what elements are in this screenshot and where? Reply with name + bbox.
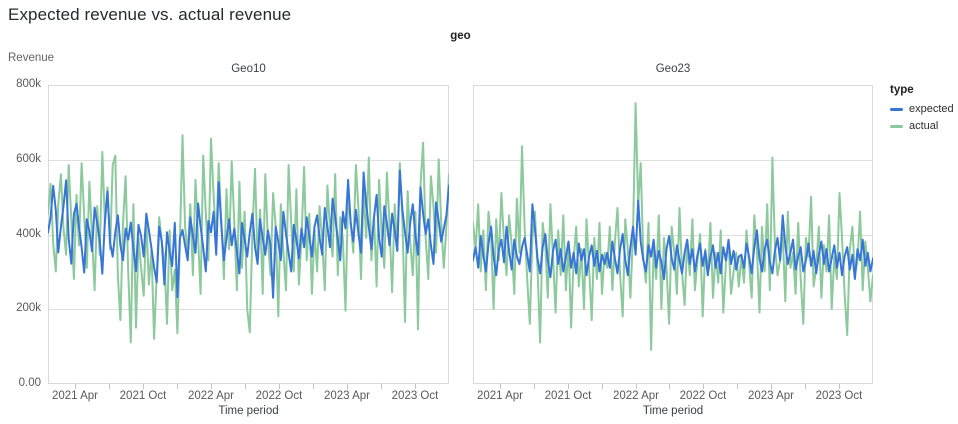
x-axis-title: Time period [218,405,279,417]
x-axis-tick-label: 2021 Apr [476,390,524,402]
y-axis-tick-label: 600k [16,152,41,165]
legend: type expected actual [890,84,954,137]
x-axis-tick-label: 2022 Oct [255,390,303,402]
facet-panel-geo23[interactable] [473,85,873,390]
legend-item-label: actual [909,120,939,132]
y-axis-title: Revenue [8,52,55,64]
x-axis-tick-label: 2023 Oct [815,390,863,402]
facet-panel-geo10[interactable] [48,85,449,390]
legend-swatch-actual [890,124,903,128]
x-axis-tick-label: 2023 Apr [747,390,795,402]
y-axis-tick-label: 400k [16,227,41,240]
legend-title: type [890,84,914,96]
legend-swatch-expected [890,107,903,111]
x-axis-tick-label: 2021 Oct [544,390,592,402]
x-axis-title: Time period [642,405,704,417]
facet-field-label: geo [450,30,471,42]
x-axis-tick-label: 2022 Apr [187,390,235,402]
legend-item-expected[interactable]: expected [890,103,954,115]
line-expected-geo10 [48,169,449,299]
y-axis-tick-label: 200k [16,302,41,315]
facet-title-geo23: Geo23 [655,63,691,75]
line-actual-geo23 [473,102,873,351]
x-axis-tick-label: 2021 Oct [119,390,167,402]
y-axis-tick-label: 800k [16,78,41,90]
facet-title-geo10: Geo10 [231,63,266,75]
panel-border [48,85,449,384]
page-title: Expected revenue vs. actual revenue [8,5,292,24]
legend-item-label: expected [909,103,954,115]
x-axis-tick-label: 2022 Apr [612,390,660,402]
legend-item-actual[interactable]: actual [890,120,954,132]
line-expected-geo23 [473,199,873,280]
x-axis-tick-label: 2021 Apr [51,390,99,402]
y-axis-tick-label: 0.00 [18,377,41,389]
x-axis-tick-label: 2023 Oct [391,390,439,402]
x-axis-tick-label: 2023 Apr [323,390,371,402]
x-axis-tick-label: 2022 Oct [679,390,727,402]
legend-items: expected actual [890,103,954,132]
